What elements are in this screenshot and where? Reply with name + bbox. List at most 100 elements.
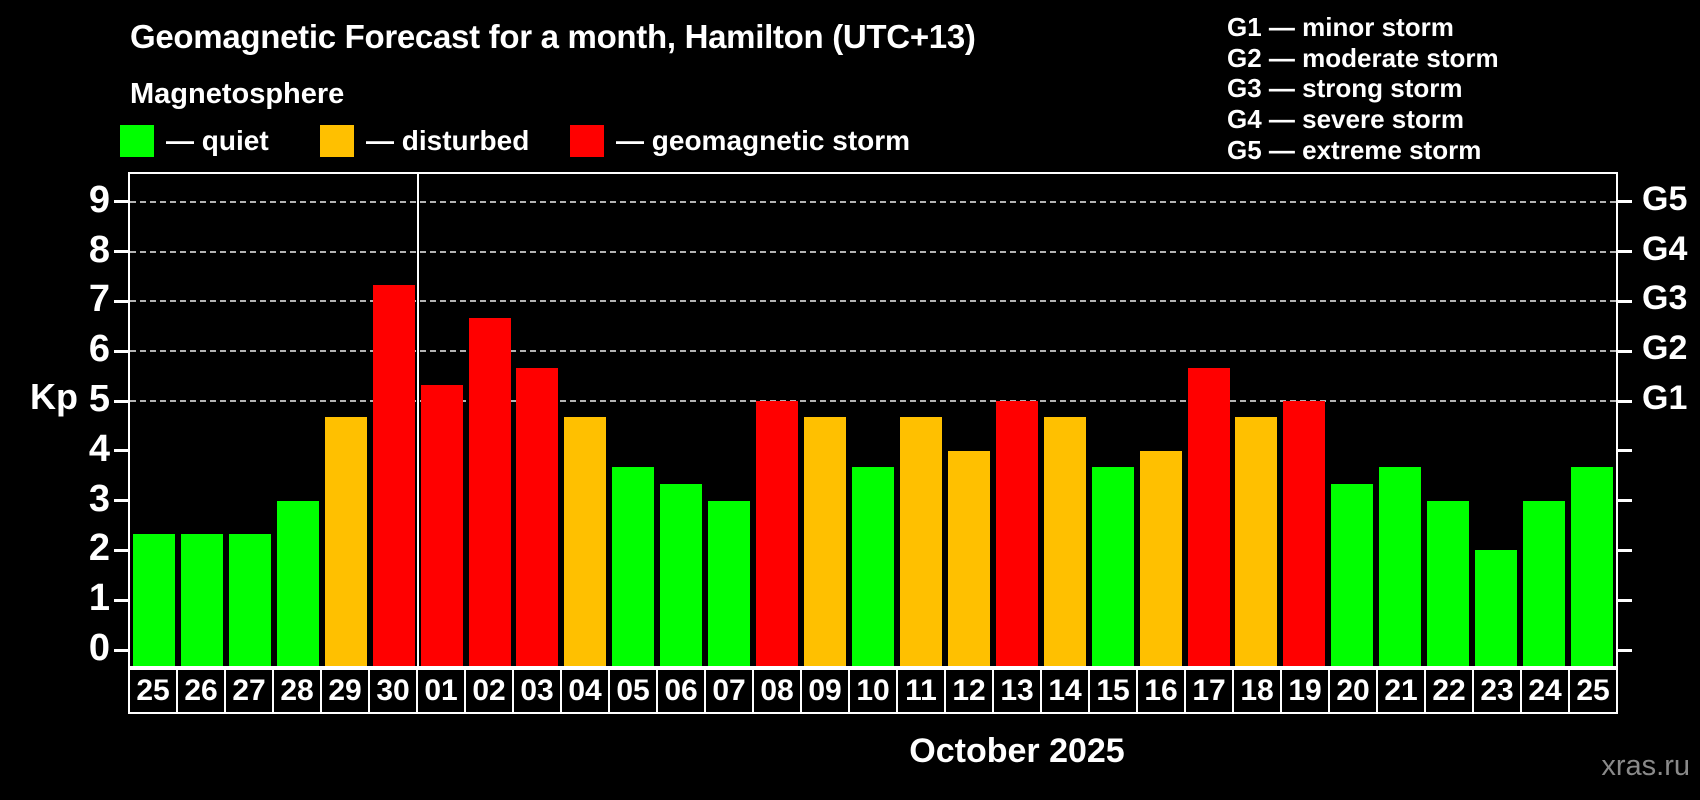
bar-day-18 xyxy=(1235,417,1278,666)
bar-day-13 xyxy=(995,401,1038,666)
day-cell-21: 21 xyxy=(1376,668,1426,714)
bar-day-11 xyxy=(899,417,942,666)
day-cell-09: 09 xyxy=(800,668,850,714)
day-cell-07: 07 xyxy=(704,668,754,714)
day-cell-prev-30: 30 xyxy=(368,668,418,714)
day-cell-18: 18 xyxy=(1232,668,1282,714)
day-cell-20: 20 xyxy=(1328,668,1378,714)
day-cell-prev-29: 29 xyxy=(320,668,370,714)
y-tick-label-0: 0 xyxy=(88,627,110,669)
day-cell-11: 11 xyxy=(896,668,946,714)
x-axis-day-labels: 25 26 27 28 29 30 01 02 03 04 05 06 07 08 09 10 11 12 13 14… xyxy=(128,668,1618,714)
bar-day-10 xyxy=(852,467,894,666)
y-tick-left-9 xyxy=(114,200,128,204)
legend-label-storm: — geomagnetic storm xyxy=(616,125,911,156)
bar-day-12 xyxy=(947,450,990,666)
day-cell-02: 02 xyxy=(464,668,514,714)
y-tick-left-5 xyxy=(114,399,128,403)
y-tick-right-3 xyxy=(1618,499,1632,503)
y-tick-right-2 xyxy=(1618,548,1632,552)
legend-item-quiet: — quiet xyxy=(120,124,269,158)
plot-area xyxy=(128,172,1618,668)
y-tick-left-7 xyxy=(114,299,128,303)
bar-day-27 xyxy=(228,533,271,666)
gridline-kp-8 xyxy=(130,250,1616,253)
y-tick-right-5 xyxy=(1618,399,1632,403)
y-tick-left-2 xyxy=(114,548,128,552)
y-tick-right-8 xyxy=(1618,250,1632,254)
chart-title: Geomagnetic Forecast for a month, Hamilt… xyxy=(130,18,976,55)
right-axis-label-g1: G1 xyxy=(1642,379,1688,417)
bar-day-04 xyxy=(564,417,607,666)
legend-item-storm: — geomagnetic storm xyxy=(570,124,910,158)
day-cell-23: 23 xyxy=(1472,668,1522,714)
day-cell-prev-26: 26 xyxy=(176,668,226,714)
y-tick-left-1 xyxy=(114,598,128,602)
gridline-kp-9 xyxy=(130,200,1616,203)
bar-day-06 xyxy=(660,484,703,666)
bar-day-09 xyxy=(804,417,847,666)
day-cell-06: 06 xyxy=(656,668,706,714)
gridline-kp-7 xyxy=(130,300,1616,303)
bar-day-26 xyxy=(180,533,223,666)
y-tick-left-0 xyxy=(114,648,128,652)
day-cell-14: 14 xyxy=(1040,668,1090,714)
legend-label-quiet: — quiet xyxy=(166,125,269,156)
day-cell-prev-28: 28 xyxy=(272,668,322,714)
day-cell-24: 24 xyxy=(1520,668,1570,714)
bar-day-23 xyxy=(1475,550,1518,666)
day-cell-25: 25 xyxy=(1568,668,1618,714)
bar-day-25 xyxy=(132,533,175,666)
bar-day-24 xyxy=(1523,500,1566,666)
y-tick-right-9 xyxy=(1618,200,1632,204)
day-cell-10: 10 xyxy=(848,668,898,714)
y-tick-label-2: 2 xyxy=(88,527,110,570)
storm-scale-g1: G1 — minor storm xyxy=(1227,12,1454,42)
bar-day-15 xyxy=(1091,467,1134,666)
y-tick-right-4 xyxy=(1618,449,1632,453)
day-cell-04: 04 xyxy=(560,668,610,714)
y-tick-right-7 xyxy=(1618,299,1632,303)
y-tick-label-7: 7 xyxy=(88,278,110,321)
y-tick-label-5: 5 xyxy=(88,378,110,420)
bar-day-22 xyxy=(1427,500,1470,666)
storm-scale-g3: G3 — strong storm xyxy=(1227,73,1463,104)
bar-day-29 xyxy=(324,417,367,666)
gridline-kp-6 xyxy=(130,350,1616,353)
day-cell-prev-25: 25 xyxy=(128,668,178,714)
y-tick-left-4 xyxy=(114,449,128,453)
bar-day-17 xyxy=(1187,367,1230,666)
y-tick-left-8 xyxy=(114,250,128,254)
day-cell-19: 19 xyxy=(1280,668,1330,714)
day-cell-03: 03 xyxy=(512,668,562,714)
y-tick-label-9: 9 xyxy=(88,178,110,221)
y-tick-right-1 xyxy=(1618,598,1632,602)
day-cell-15: 15 xyxy=(1088,668,1138,714)
x-axis-month-label: October 2025 xyxy=(909,732,1125,770)
day-cell-17: 17 xyxy=(1184,668,1234,714)
y-tick-right-6 xyxy=(1618,349,1632,353)
right-axis-label-g3: G3 xyxy=(1642,279,1688,318)
right-axis-label-g5: G5 xyxy=(1642,179,1688,218)
bar-day-05 xyxy=(612,467,655,666)
day-cell-05: 05 xyxy=(608,668,658,714)
bar-day-03 xyxy=(516,367,559,666)
y-tick-label-1: 1 xyxy=(88,577,110,620)
y-tick-left-3 xyxy=(114,499,128,503)
bar-day-14 xyxy=(1043,417,1086,666)
day-cell-prev-27: 27 xyxy=(224,668,274,714)
y-tick-right-0 xyxy=(1618,648,1632,652)
bar-day-21 xyxy=(1379,467,1422,666)
bar-day-20 xyxy=(1331,484,1374,666)
bar-day-25 xyxy=(1571,467,1614,666)
storm-scale-g2: G2 — moderate storm xyxy=(1227,42,1499,73)
day-cell-08: 08 xyxy=(752,668,802,714)
storm-scale-legend: G1 — minor storm G2 — moderate storm G3 … xyxy=(1227,12,1499,166)
bar-day-08 xyxy=(756,401,799,666)
quiet-swatch xyxy=(120,125,154,157)
bar-day-01 xyxy=(420,384,463,666)
legend-label-disturbed: — disturbed xyxy=(366,125,530,156)
y-tick-label-8: 8 xyxy=(88,228,110,271)
bar-day-16 xyxy=(1139,450,1182,666)
